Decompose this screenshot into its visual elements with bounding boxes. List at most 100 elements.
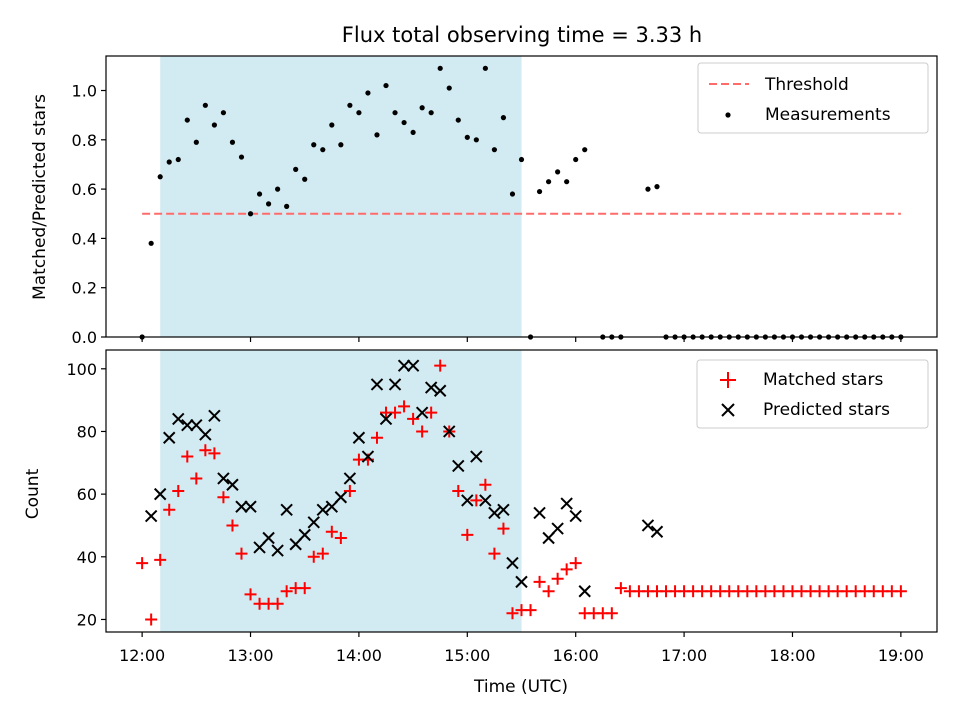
predicted-star-point <box>334 491 348 504</box>
predicted-star-point <box>172 412 185 426</box>
x-axis-label: Time (UTC) <box>473 677 568 697</box>
matched-star-point <box>461 528 474 541</box>
matched-star-point <box>542 585 555 598</box>
predicted-legend-icon <box>721 403 735 417</box>
measurement-point <box>654 184 660 190</box>
matched-star-point <box>614 582 627 595</box>
measurement-point <box>509 191 516 197</box>
matched-star-point <box>154 553 167 566</box>
predicted-star-point <box>650 525 664 538</box>
top-y-ticks: 0.0 0.2 0.4 0.6 0.8 1.0 <box>72 82 106 347</box>
matched-star-point <box>244 588 257 601</box>
measurement-point <box>275 186 281 192</box>
predicted-star-point <box>235 500 248 513</box>
matched-star-point <box>452 485 465 497</box>
predicted-star-point <box>506 556 519 570</box>
predicted-star-points <box>144 359 664 598</box>
matched-star-point <box>334 532 347 544</box>
matched-star-point <box>271 597 284 610</box>
measurement-point <box>446 85 452 91</box>
x-tick-label: 16:00 <box>553 646 599 665</box>
matched-star-point <box>235 547 248 560</box>
x-tick-label: 12:00 <box>119 646 165 665</box>
measurement-point <box>536 188 543 195</box>
measurement-point <box>383 82 389 89</box>
measurement-point <box>582 147 588 153</box>
matched-star-point <box>217 491 230 504</box>
measurement-point <box>311 142 317 148</box>
measurement-point <box>329 122 335 128</box>
top-legend-box <box>697 62 929 134</box>
predicted-star-point <box>551 522 564 535</box>
measurement-point <box>184 117 190 123</box>
y-tick-label: 0.8 <box>72 131 97 150</box>
matched-star-point <box>370 431 383 444</box>
predicted-star-point <box>461 494 474 507</box>
measurement-point <box>564 179 570 185</box>
predicted-star-point <box>325 500 339 513</box>
matched-star-point <box>894 585 907 598</box>
predicted-star-point <box>289 538 302 551</box>
y-tick-label: 0.0 <box>72 328 97 347</box>
matched-star-point <box>298 582 311 595</box>
measurement-point <box>202 102 208 108</box>
measurement-point <box>645 186 651 192</box>
matched-star-points <box>136 359 907 626</box>
measurement-point <box>410 129 416 136</box>
y-tick-label: 0.6 <box>72 180 97 199</box>
matched-star-point <box>307 550 320 563</box>
predicted-star-point <box>452 459 465 473</box>
matched-star-point <box>163 503 176 516</box>
predicted-star-point <box>280 503 293 517</box>
measurement-point <box>365 90 371 96</box>
matched-star-point <box>470 494 483 507</box>
matched-star-point <box>533 575 546 588</box>
predicted-star-point <box>379 412 393 426</box>
matched-star-point <box>524 604 537 617</box>
predicted-star-point <box>479 494 492 507</box>
measurement-point <box>392 110 398 116</box>
measurement-point <box>211 122 217 128</box>
predicted-star-point <box>181 418 194 432</box>
predicted-star-point <box>415 406 429 419</box>
measurement-point <box>193 139 199 145</box>
y-tick-label: 40 <box>77 548 97 567</box>
x-tick-label: 18:00 <box>769 646 815 665</box>
predicted-star-point <box>226 478 239 491</box>
measurement-point <box>302 176 308 182</box>
measurement-point <box>256 191 263 197</box>
predicted-star-point <box>343 472 357 485</box>
matched-star-point <box>425 406 438 419</box>
x-tick-label: 19:00 <box>878 646 924 665</box>
matched-star-point <box>407 412 420 425</box>
y-tick-label: 0.4 <box>72 229 97 248</box>
bottom-y-axis-label: Count <box>23 468 43 519</box>
matched-star-point <box>416 425 429 438</box>
matched-star-point <box>325 525 338 538</box>
measurement-point <box>437 65 443 71</box>
chart-title: Flux total observing time = 3.33 h <box>342 23 702 47</box>
bottom-y-ticks: 20 40 60 80 100 <box>66 360 106 629</box>
measurement-point <box>229 139 236 145</box>
predicted-star-point <box>406 359 420 372</box>
matched-star-point <box>488 547 501 560</box>
y-tick-label: 20 <box>77 610 97 629</box>
measurement-point <box>455 117 461 123</box>
measurement-point <box>338 142 344 148</box>
measurement-point <box>419 105 425 111</box>
matched-legend-label: Matched stars <box>763 370 883 390</box>
measurement-point <box>545 179 552 185</box>
highlight-span-rect <box>160 350 522 632</box>
matched-star-point <box>199 444 212 457</box>
y-tick-label: 60 <box>77 485 97 504</box>
highlight-span-rect <box>160 56 522 337</box>
threshold-legend-label: Threshold <box>764 75 849 95</box>
bottom-x-ticks: 12:00 13:00 14:00 15:00 16:00 17:00 18:00 19:00 <box>119 632 924 665</box>
matched-star-point <box>190 472 203 485</box>
predicted-star-point <box>190 418 203 432</box>
predicted-star-point <box>144 509 158 523</box>
measurement-point <box>166 159 172 165</box>
x-tick-label: 15:00 <box>444 646 490 665</box>
matched-star-point <box>506 607 519 620</box>
